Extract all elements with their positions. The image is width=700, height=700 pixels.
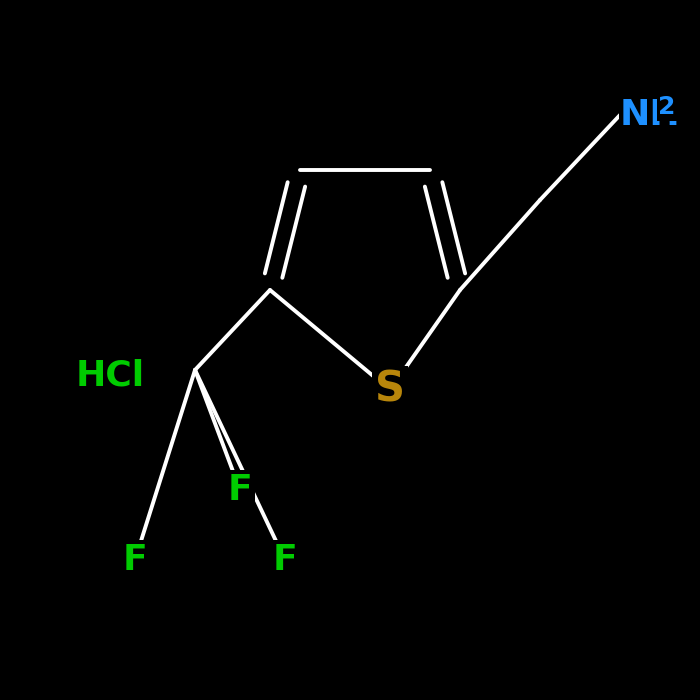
Text: F: F <box>272 543 298 577</box>
Text: S: S <box>375 369 405 411</box>
Text: NH: NH <box>620 98 680 132</box>
Text: F: F <box>122 543 148 577</box>
Text: F: F <box>228 473 253 507</box>
Text: 2: 2 <box>658 95 676 119</box>
Text: HCl: HCl <box>76 358 145 392</box>
